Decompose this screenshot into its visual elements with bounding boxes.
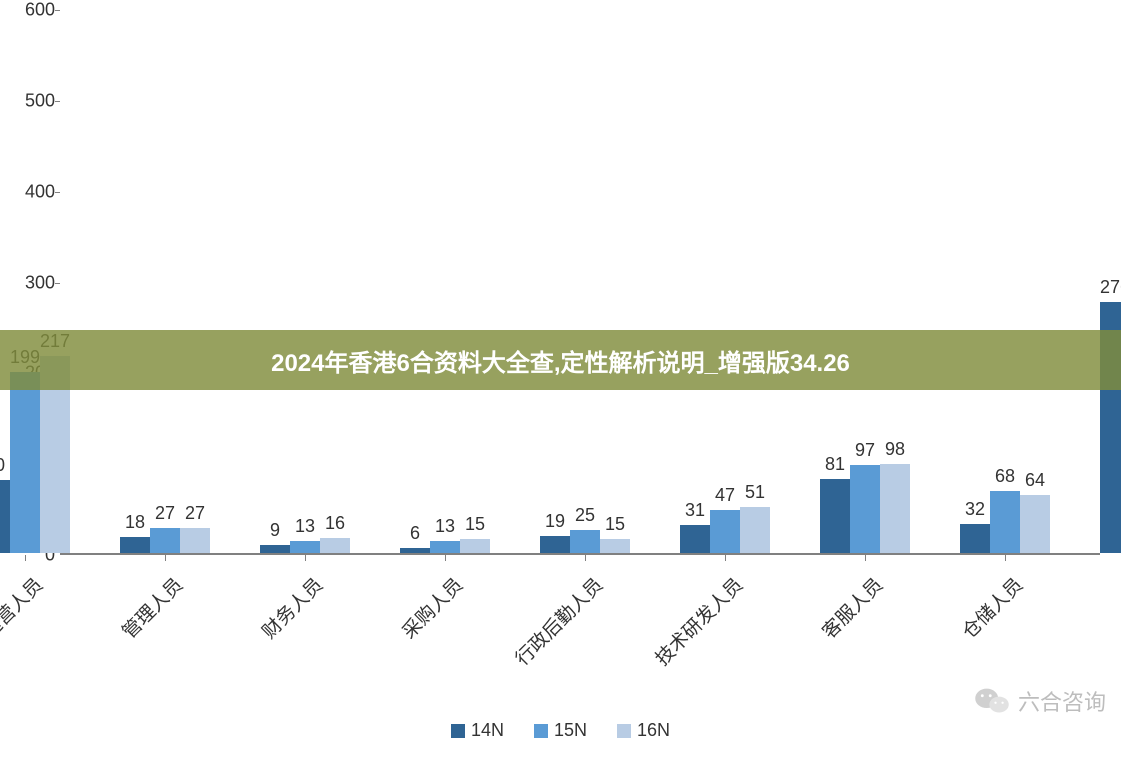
bar-value-label: 13 — [435, 516, 455, 537]
bar-value-label: 47 — [715, 485, 735, 506]
bar-value-label: 15 — [605, 514, 625, 535]
bar — [120, 537, 150, 553]
legend-label: 15N — [554, 720, 587, 741]
bar — [150, 528, 180, 553]
bar-value-label: 6 — [410, 523, 420, 544]
bar-value-label: 19 — [545, 511, 565, 532]
bar — [400, 548, 430, 553]
y-tick-mark — [55, 283, 60, 284]
bar-value-label: 15 — [465, 514, 485, 535]
bar — [990, 491, 1020, 553]
bar — [320, 538, 350, 553]
bar-value-label: 13 — [295, 516, 315, 537]
legend-label: 16N — [637, 720, 670, 741]
legend-item: 14N — [451, 720, 504, 741]
bar-value-label: 18 — [125, 512, 145, 533]
bar — [260, 545, 290, 553]
bar — [460, 539, 490, 553]
bar — [820, 479, 850, 553]
x-category-label: 客服人员 — [815, 571, 888, 644]
x-tick-mark — [1005, 555, 1006, 561]
bar — [680, 525, 710, 553]
x-tick-mark — [865, 555, 866, 561]
y-tick-mark — [55, 192, 60, 193]
bar-value-label: 16 — [325, 513, 345, 534]
x-category-label: 运营人员 — [0, 571, 48, 644]
y-tick-label: 500 — [10, 90, 55, 111]
overlay-banner-text: 2024年香港6合资料大全查,定性解析说明_增强版34.26 — [271, 343, 850, 378]
bar — [880, 464, 910, 553]
legend-label: 14N — [471, 720, 504, 741]
legend-item: 15N — [534, 720, 587, 741]
bar-value-label: 64 — [1025, 470, 1045, 491]
bar — [290, 541, 320, 553]
bar — [430, 541, 460, 553]
x-category-label: 财务人员 — [255, 571, 328, 644]
bar-value-label: 68 — [995, 466, 1015, 487]
overlay-banner: 2024年香港6合资料大全查,定性解析说明_增强版34.26 — [0, 330, 1121, 390]
bar — [0, 480, 10, 553]
x-category-label: 采购人员 — [395, 571, 468, 644]
y-tick-label: 300 — [10, 272, 55, 293]
watermark: 六合咨询 — [974, 685, 1106, 717]
x-tick-mark — [445, 555, 446, 561]
bar-value-label: 81 — [825, 454, 845, 475]
legend-item: 16N — [617, 720, 670, 741]
x-tick-mark — [725, 555, 726, 561]
bar-value-label: 32 — [965, 499, 985, 520]
bar — [1020, 495, 1050, 553]
x-category-label: 行政后勤人员 — [508, 571, 608, 671]
x-tick-mark — [305, 555, 306, 561]
bar — [960, 524, 990, 553]
bar — [600, 539, 630, 553]
chart-area: 0100200300400500600801992171827279131661… — [60, 10, 1100, 555]
y-tick-label: 400 — [10, 181, 55, 202]
bar-value-label: 31 — [685, 500, 705, 521]
bar-value-label: 25 — [575, 505, 595, 526]
y-tick-mark — [55, 101, 60, 102]
bar — [710, 510, 740, 553]
bar-value-label: 27 — [155, 503, 175, 524]
bar-value-label: 27 — [185, 503, 205, 524]
bar — [540, 536, 570, 553]
bar — [570, 530, 600, 553]
y-tick-label: 600 — [10, 0, 55, 21]
bar-value-label: 80 — [0, 455, 5, 476]
bar — [740, 507, 770, 553]
legend: 14N 15N 16N — [0, 720, 1121, 741]
bar-value-label: 276 — [1100, 277, 1121, 298]
wechat-icon — [974, 686, 1010, 716]
bar-value-label: 51 — [745, 482, 765, 503]
x-tick-mark — [165, 555, 166, 561]
legend-swatch — [451, 724, 465, 738]
legend-swatch — [617, 724, 631, 738]
x-category-label: 仓储人员 — [955, 571, 1028, 644]
watermark-text: 六合咨询 — [1018, 685, 1106, 717]
bar-value-label: 9 — [270, 520, 280, 541]
bar — [850, 465, 880, 553]
x-tick-mark — [25, 555, 26, 561]
bar-value-label: 98 — [885, 439, 905, 460]
x-category-label: 管理人员 — [115, 571, 188, 644]
y-tick-mark — [55, 10, 60, 11]
bar — [180, 528, 210, 553]
legend-swatch — [534, 724, 548, 738]
plot-area: 0100200300400500600801992171827279131661… — [60, 10, 1100, 555]
x-category-label: 技术研发人员 — [648, 571, 748, 671]
bar-value-label: 97 — [855, 440, 875, 461]
x-tick-mark — [585, 555, 586, 561]
bar — [10, 372, 40, 553]
